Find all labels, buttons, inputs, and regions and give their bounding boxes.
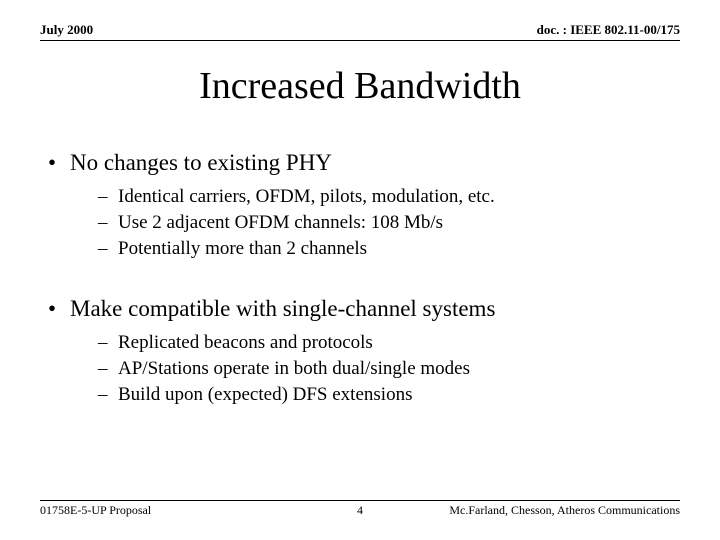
footer-page-number: 4 (357, 503, 363, 518)
sub-bullet-item: AP/Stations operate in both dual/single … (48, 358, 680, 380)
sub-bullet-item: Build upon (expected) DFS extensions (48, 384, 680, 406)
sub-bullet-text: Potentially more than 2 channels (118, 238, 367, 259)
sub-bullet-text: Build upon (expected) DFS extensions (118, 384, 412, 405)
bullet-item: No changes to existing PHY (48, 150, 680, 176)
header-doc: doc. : IEEE 802.11-00/175 (537, 22, 680, 38)
bullet-text: Make compatible with single-channel syst… (70, 296, 495, 321)
header: July 2000 doc. : IEEE 802.11-00/175 (40, 22, 680, 41)
sub-bullet-text: Replicated beacons and protocols (118, 332, 373, 353)
sub-bullet-item: Potentially more than 2 channels (48, 238, 680, 260)
slide-title: Increased Bandwidth (0, 64, 720, 108)
footer-left: 01758E-5-UP Proposal (40, 503, 151, 518)
header-date: July 2000 (40, 22, 93, 38)
slide-content: No changes to existing PHY Identical car… (48, 150, 680, 408)
footer-right: Mc.Farland, Chesson, Atheros Communicati… (449, 503, 680, 518)
sub-bullet-item: Use 2 adjacent OFDM channels: 108 Mb/s (48, 212, 680, 234)
bullet-item: Make compatible with single-channel syst… (48, 296, 680, 322)
sub-bullet-text: Use 2 adjacent OFDM channels: 108 Mb/s (118, 212, 443, 233)
footer: 01758E-5-UP Proposal 4 Mc.Farland, Chess… (40, 500, 680, 518)
sub-bullet-text: Identical carriers, OFDM, pilots, modula… (118, 186, 495, 207)
sub-bullet-text: AP/Stations operate in both dual/single … (118, 358, 470, 379)
sub-bullet-item: Identical carriers, OFDM, pilots, modula… (48, 186, 680, 208)
bullet-text: No changes to existing PHY (70, 150, 332, 175)
sub-bullet-item: Replicated beacons and protocols (48, 332, 680, 354)
